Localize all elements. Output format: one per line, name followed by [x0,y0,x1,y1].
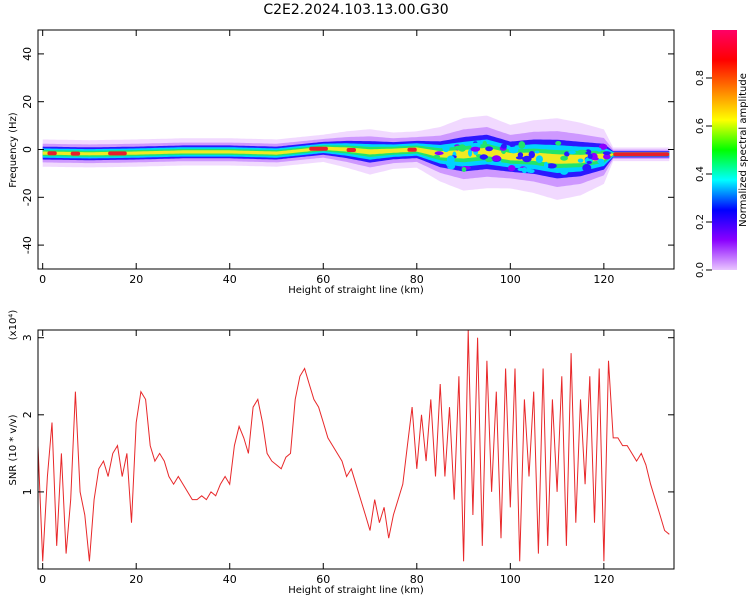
band-blob [602,151,611,156]
spectrogram-x-tick-label: 120 [593,273,614,286]
snr-y-tick-label: 3 [21,334,34,341]
band-blob [508,165,516,172]
band-blob [585,149,592,155]
snr-x-tick-label: 0 [39,573,46,586]
snr-y-tick-label: 2 [21,411,34,418]
snr-ticks: 0 20 40 60 80 100 120 1 2 3 [21,330,674,586]
band-blob [442,144,450,153]
colorbar-tick-label: 0.4 [695,166,706,182]
snr-x-axis-label: Height of straight line (km) [288,585,424,596]
band-blob [586,160,592,165]
band-blob [582,163,592,172]
band-peak-6 [613,152,670,157]
colorbar-tick-label: 0.2 [695,214,706,230]
spectrogram-y-axis-label: Frequency (Hz) [8,112,19,188]
band-blob [468,148,473,157]
snr-x-tick-label: 60 [316,573,330,586]
band-blob [508,146,519,154]
band-peak-0 [47,151,57,156]
colorbar-gradient [712,30,737,270]
band-blob [564,151,570,157]
band-blob [461,167,467,172]
band-peak-3 [309,146,328,151]
snr-y-tick-label: 1 [21,488,34,495]
band-layer-5 [42,146,670,164]
spectrogram-y-tick-label: 20 [21,95,34,109]
spectrogram-y-tick-label: 40 [21,47,34,61]
band-blob [596,147,602,152]
band-blob [528,151,535,159]
colorbar-ticks: 0.0 0.2 0.4 0.6 0.8 [695,70,712,278]
band-blob [434,151,444,156]
colorbar-tick-label: 0.0 [695,262,706,278]
snr-x-tick-label: 120 [593,573,614,586]
chart-title: C2E2.2024.103.13.00.G30 [263,2,448,18]
snr-x-tick-label: 40 [223,573,237,586]
band-blob [485,158,493,163]
snr-x-tick-label: 80 [410,573,424,586]
band-blob [546,163,557,169]
spectrogram-ticks: 0 20 40 60 80 100 120 40 20 0 -20 -40 [21,30,674,286]
band-blob [597,158,605,164]
spectrogram-x-tick-label: 20 [129,273,143,286]
band-blob [485,146,493,152]
snr-series-line-0 [37,329,670,562]
band-blob [433,154,441,159]
band-blob [577,149,587,153]
band-blob [587,153,593,159]
spectrogram-x-axis-label: Height of straight line (km) [288,285,424,296]
band-blob [560,155,568,161]
band-blob [559,167,569,175]
snr-x-tick-label: 100 [500,573,521,586]
band-peak-2 [108,151,127,156]
snr-plot-area [38,330,674,569]
band-blob [598,143,608,150]
spectrogram-x-tick-label: 100 [500,273,521,286]
colorbar-tick-label: 0.6 [695,118,706,134]
band-blob [479,154,488,160]
band-blob [509,141,516,148]
spectrogram-y-tick-label: -40 [21,236,34,254]
band-blob [482,140,487,147]
band-peak-5 [407,147,417,152]
band-blob [518,141,526,149]
spectrogram-y-tick-label: -20 [21,188,34,206]
spectrogram-x-tick-label: 40 [223,273,237,286]
band-blob [446,155,455,164]
band-peak-1 [70,151,81,156]
spectrogram-x-tick-label: 60 [316,273,330,286]
band-blob [577,158,584,163]
band-blob [526,167,532,173]
snr-y-axis-label: SNR (10 * v/v) [8,414,19,485]
band-blob [522,155,532,163]
snr-frame [37,329,675,570]
snr-line-layer [37,329,670,562]
band-blob [568,150,576,155]
band-blob [603,154,611,160]
colorbar-label: Normalized spectral amplitude [738,73,749,227]
band-blob [535,155,544,163]
band-blob [515,156,524,160]
band-blob [592,157,599,161]
band-blob [500,143,507,149]
snr-x-tick-label: 20 [129,573,143,586]
band-blob [521,167,528,174]
snr-y-multiplier: (x10⁴) [8,310,19,341]
spectrogram-band [42,115,670,200]
band-blob [470,146,481,152]
spectrogram-x-tick-label: 0 [39,273,46,286]
band-blob [453,145,464,150]
spectrogram-panel: 0 20 40 60 80 100 120 40 20 0 -20 -40 Height of str… [8,29,675,296]
spectrogram-y-tick-label: 0 [21,146,34,153]
colorbar-tick-label: 0.8 [695,70,706,86]
band-peak-4 [346,148,356,152]
spectrogram-x-tick-label: 80 [410,273,424,286]
band-blob [492,155,501,162]
band-blob [555,141,562,146]
snr-panel: 0 20 40 60 80 100 120 1 2 3 Height of straight li… [8,310,675,596]
band-blob [543,161,549,170]
band-blob [534,150,540,154]
colorbar: 0.0 0.2 0.4 0.6 0.8 Normalized spectral ampl… [695,30,749,278]
